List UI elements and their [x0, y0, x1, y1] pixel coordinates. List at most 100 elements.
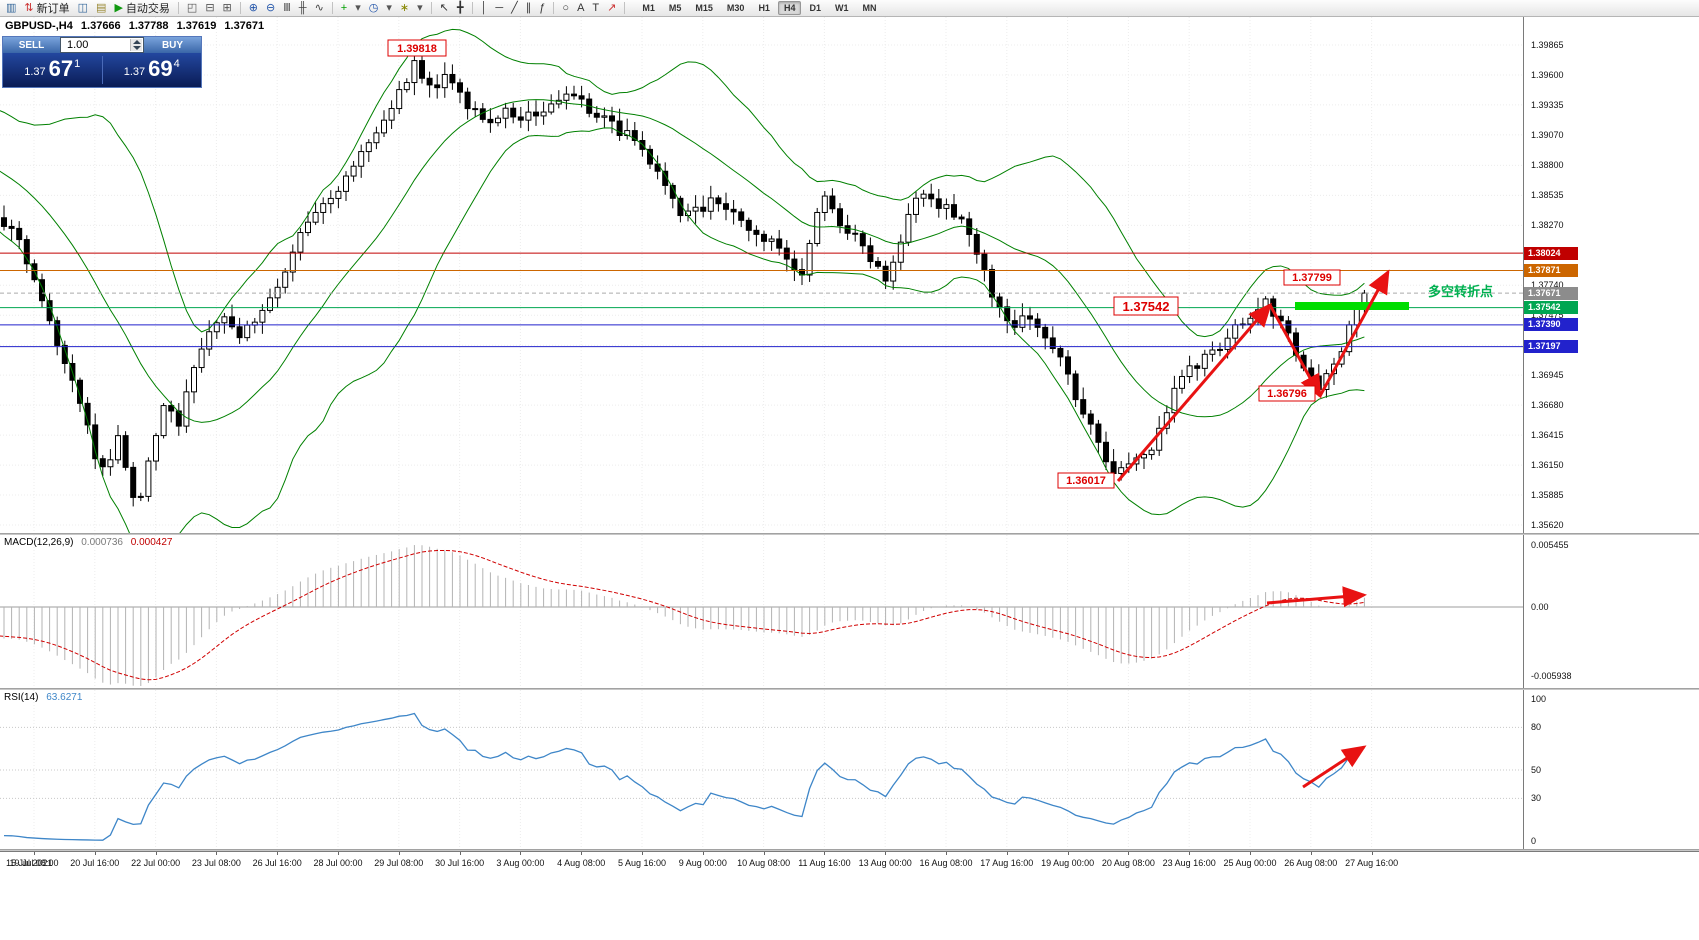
indicators-icon[interactable]: +	[338, 1, 350, 16]
fibonacci-icon[interactable]: ƒ	[536, 1, 548, 16]
lot-size-field[interactable]: 1.00	[60, 37, 144, 53]
bar-chart-icon[interactable]: Ⅲ	[280, 1, 294, 16]
price-divider	[101, 56, 103, 84]
svg-text:1.39818: 1.39818	[397, 43, 437, 55]
timeframe-mn-button[interactable]: MN	[862, 3, 877, 13]
trend-arrow[interactable]	[1302, 745, 1367, 789]
cascade-windows-icon[interactable]: ◰	[184, 1, 200, 16]
panel-separator[interactable]	[0, 849, 1699, 851]
buy-button[interactable]: BUY	[144, 37, 201, 53]
horizontal-line-icon[interactable]: ─	[492, 1, 506, 16]
sell-price[interactable]: 1.37 67 1	[3, 58, 102, 82]
buy-price-figure: 1.37	[123, 66, 146, 78]
tile-vertical-icon: ⊞	[222, 1, 232, 14]
price-scale[interactable]: 1.39865 1.39600 1.39335 1.39070 1.38800 1.385…	[1523, 17, 1699, 872]
scale-label: 1.39335	[1531, 99, 1564, 110]
trend-arrow[interactable]	[1318, 269, 1390, 397]
price-tag: 1.37871	[1524, 263, 1578, 277]
scale-label: 0.005455	[1531, 540, 1569, 550]
date-tick	[1006, 852, 1008, 855]
vertical-line-icon[interactable]: │	[478, 1, 491, 16]
price-annotation[interactable]: 1.36017	[1057, 472, 1115, 489]
price-annotation[interactable]: 1.37542	[1113, 296, 1179, 316]
toolbar-separator	[331, 2, 333, 14]
cascade-windows-icon: ◰	[186, 1, 198, 14]
new-order-button[interactable]: ⇅ 新订单	[21, 1, 72, 16]
timeframe-d1-button[interactable]: D1	[809, 3, 821, 13]
arrows-icon[interactable]: ↗	[604, 1, 619, 16]
profiles-icon[interactable]: ▤	[93, 1, 109, 16]
price-tag: 1.37390	[1524, 318, 1578, 332]
lot-size-value[interactable]: 1.00	[67, 39, 89, 51]
periods-icon: ◷	[368, 1, 379, 14]
zoom-in-icon: ⊕	[248, 1, 258, 14]
templates-dropdown-icon[interactable]: ▾	[414, 1, 426, 16]
chart-windows-icon[interactable]: ◫	[75, 1, 91, 16]
templates-icon[interactable]: ∗	[397, 1, 412, 16]
channel-icon[interactable]: ∥	[523, 1, 535, 16]
chart-window[interactable]: 1.39818 1.37799 1.37542 1.36796 1.36017 多空转折点	[0, 17, 1523, 872]
chart-canvas[interactable]: 1.39818 1.37799 1.37542 1.36796 1.36017 多空转折点	[0, 17, 1523, 872]
zoom-in-icon[interactable]: ⊕	[246, 1, 261, 16]
candlestick-chart-icon[interactable]: ╫	[296, 1, 310, 16]
channel-icon: ∥	[525, 1, 532, 14]
lot-decrease-icon[interactable]	[132, 46, 141, 50]
chart-windows-icon: ◫	[77, 1, 89, 14]
buy-price-pips: 69	[148, 56, 173, 81]
date-tick	[885, 852, 887, 855]
periods-icon[interactable]: ◷	[366, 1, 382, 16]
date-label: 13 Aug 00:00	[858, 858, 912, 868]
templates-icon: ∗	[399, 1, 410, 14]
timeframe-h4-button[interactable]: H4	[777, 1, 802, 15]
trend-arrow[interactable]	[1266, 586, 1367, 608]
indicators-dropdown-icon: ▾	[355, 1, 361, 14]
text-label-icon[interactable]: T	[589, 1, 602, 16]
zoom-out-icon[interactable]: ⊖	[263, 1, 278, 16]
timeframe-m5-button[interactable]: M5	[668, 3, 682, 13]
price-annotation[interactable]: 1.39818	[387, 39, 447, 57]
tile-vertical-icon[interactable]: ⊞	[220, 1, 235, 16]
sell-button[interactable]: SELL	[3, 37, 60, 53]
date-axis[interactable]: 15 Jul 2021 19 Jul 08:00 20 Jul 16:00 22 Ju…	[0, 851, 1699, 872]
timeframe-m15-button[interactable]: M15	[695, 3, 713, 13]
symbol-chart-icon: ▥	[6, 1, 17, 14]
price-annotation[interactable]: 1.36796	[1258, 385, 1316, 402]
date-tick	[34, 852, 35, 855]
turning-point-note[interactable]: 多空转折点	[1428, 284, 1493, 299]
timeframe-w1-button[interactable]: W1	[834, 3, 849, 13]
tile-horizontal-icon[interactable]: ⊟	[202, 1, 217, 16]
trendline-icon[interactable]: ╱	[508, 1, 521, 16]
date-tick	[520, 852, 522, 855]
lot-increase-icon[interactable]	[132, 40, 141, 44]
cursor-icon[interactable]: ↖	[437, 1, 452, 16]
periods-dropdown-icon[interactable]: ▾	[383, 1, 395, 16]
profiles-icon: ▤	[96, 1, 107, 14]
scale-label: 100	[1531, 694, 1547, 704]
panel-separator[interactable]	[0, 688, 1699, 690]
trend-arrow[interactable]	[1268, 304, 1322, 399]
price-annotation[interactable]: 1.37799	[1283, 269, 1341, 286]
timeframe-h1-button[interactable]: H1	[758, 3, 770, 13]
timeframe-m30-button[interactable]: M30	[726, 3, 745, 13]
one-click-trading-panel: SELL 1.00 BUY 1.37 67 1 1.37 69 4	[2, 36, 202, 88]
scale-label: 0	[1531, 836, 1537, 846]
green-highlight-zone[interactable]	[1295, 302, 1409, 310]
lot-spinner[interactable]	[130, 39, 142, 51]
date-label: 19 Aug 00:00	[1041, 858, 1095, 868]
trend-arrow[interactable]	[1116, 302, 1272, 482]
date-label: 23 Jul 08:00	[191, 858, 241, 868]
chart-title: GBPUSD-,H4 1.37666 1.37788 1.37619 1.376…	[5, 20, 269, 32]
buy-price[interactable]: 1.37 69 4	[103, 58, 202, 82]
scale-label: 1.36150	[1531, 460, 1564, 471]
horizontal-line-icon: ─	[495, 1, 504, 14]
timeframe-m1-button[interactable]: M1	[642, 3, 655, 13]
panel-separator[interactable]	[0, 533, 1699, 535]
line-chart-icon[interactable]: ∿	[312, 1, 327, 16]
shapes-icon[interactable]: ○	[559, 1, 572, 16]
crosshair-icon[interactable]: ╋	[454, 1, 467, 16]
symbol-chart-icon[interactable]: ▥	[3, 1, 19, 16]
text-icon[interactable]: A	[574, 1, 587, 16]
indicators-dropdown-icon[interactable]: ▾	[352, 1, 364, 16]
autotrading-button[interactable]: ▶ 自动交易	[111, 1, 172, 16]
date-tick	[277, 852, 279, 855]
